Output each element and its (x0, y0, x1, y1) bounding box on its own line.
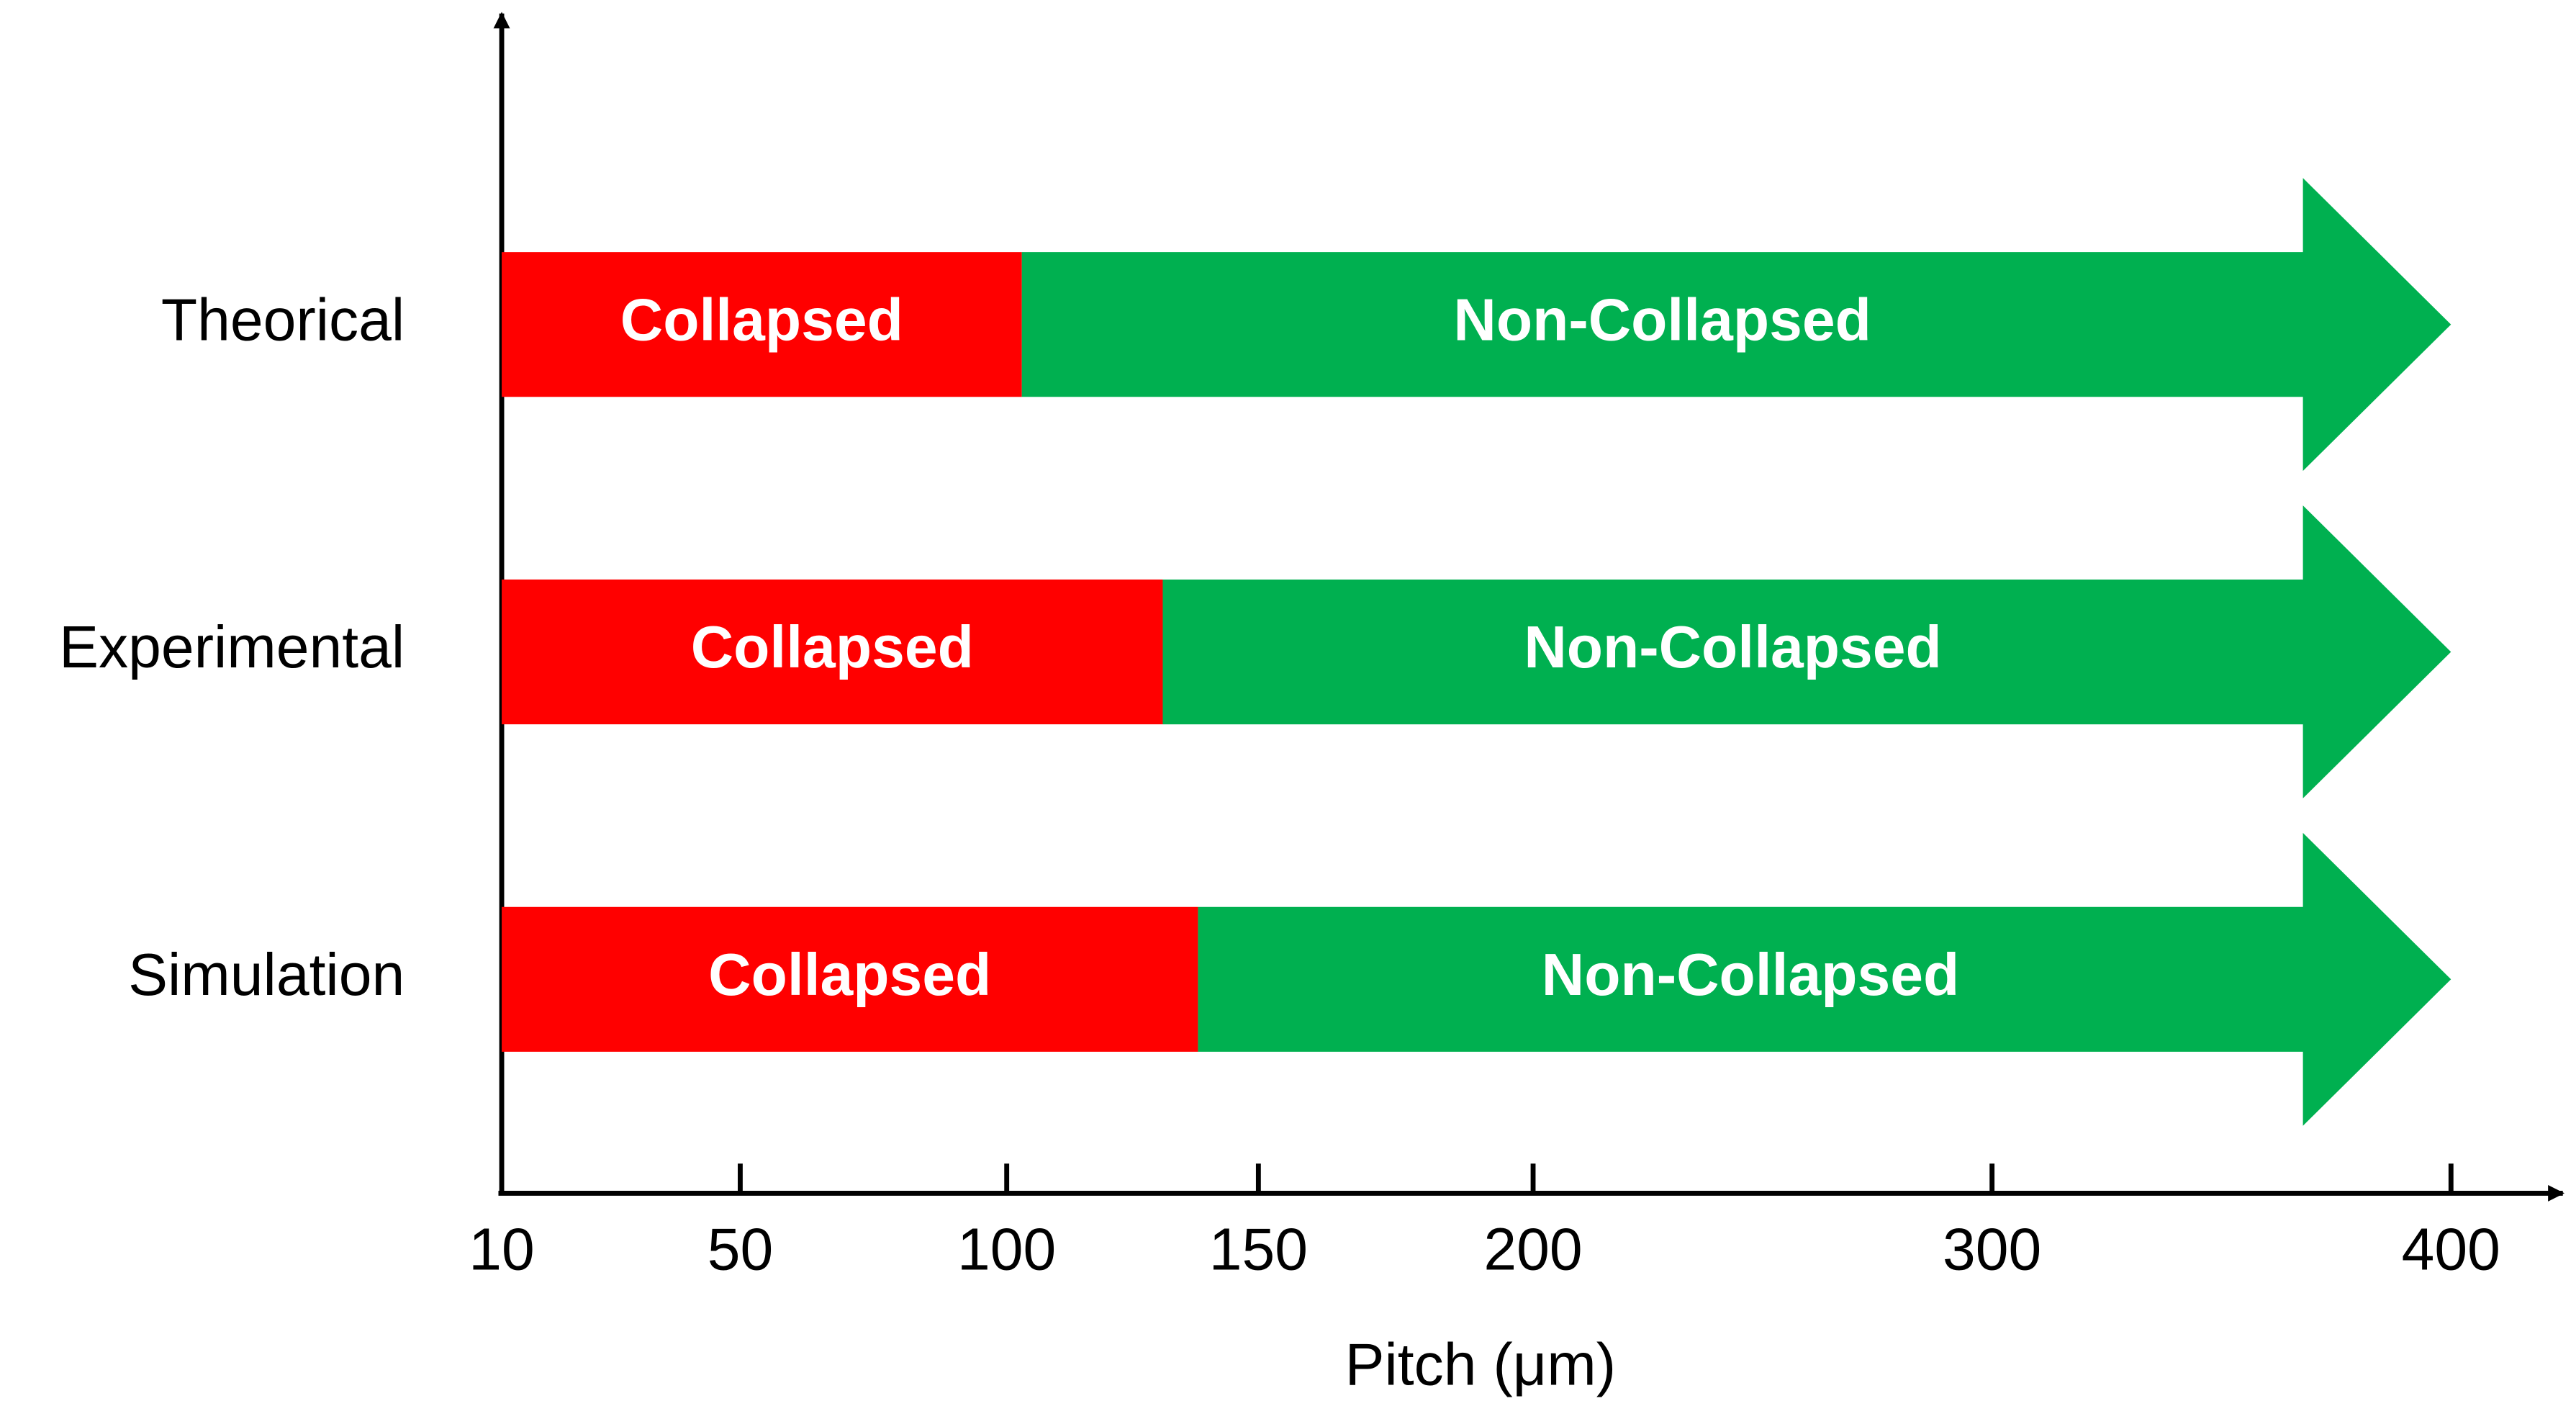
segment-label: Non-Collapsed (1542, 942, 1959, 1008)
segment-label: Non-Collapsed (1524, 615, 1941, 680)
x-tick-label: 200 (1483, 1217, 1582, 1283)
segment-label: Non-Collapsed (1453, 287, 1871, 353)
non-collapsed-arrow (1198, 832, 2451, 1126)
x-axis-title: Pitch (μm) (1345, 1333, 1616, 1398)
category-label: Simulation (128, 942, 405, 1008)
x-tick-label: 100 (957, 1217, 1056, 1283)
non-collapsed-arrow (1021, 178, 2451, 472)
non-collapsed-arrow (1162, 505, 2451, 798)
x-tick-label: 150 (1209, 1217, 1308, 1283)
x-tick-label: 10 (469, 1217, 535, 1283)
category-label: Experimental (59, 615, 405, 680)
collapsed-bar (502, 252, 1022, 397)
x-tick-label: 300 (1943, 1217, 2041, 1283)
segment-label: Collapsed (708, 942, 991, 1008)
collapsed-bar (502, 906, 1198, 1052)
x-tick-label: 400 (2402, 1217, 2500, 1283)
segment-label: Collapsed (691, 615, 974, 680)
category-label: Theorical (161, 287, 405, 353)
segment-label: Collapsed (620, 287, 903, 353)
x-tick-label: 50 (708, 1217, 774, 1283)
collapsed-bar (502, 579, 1163, 725)
